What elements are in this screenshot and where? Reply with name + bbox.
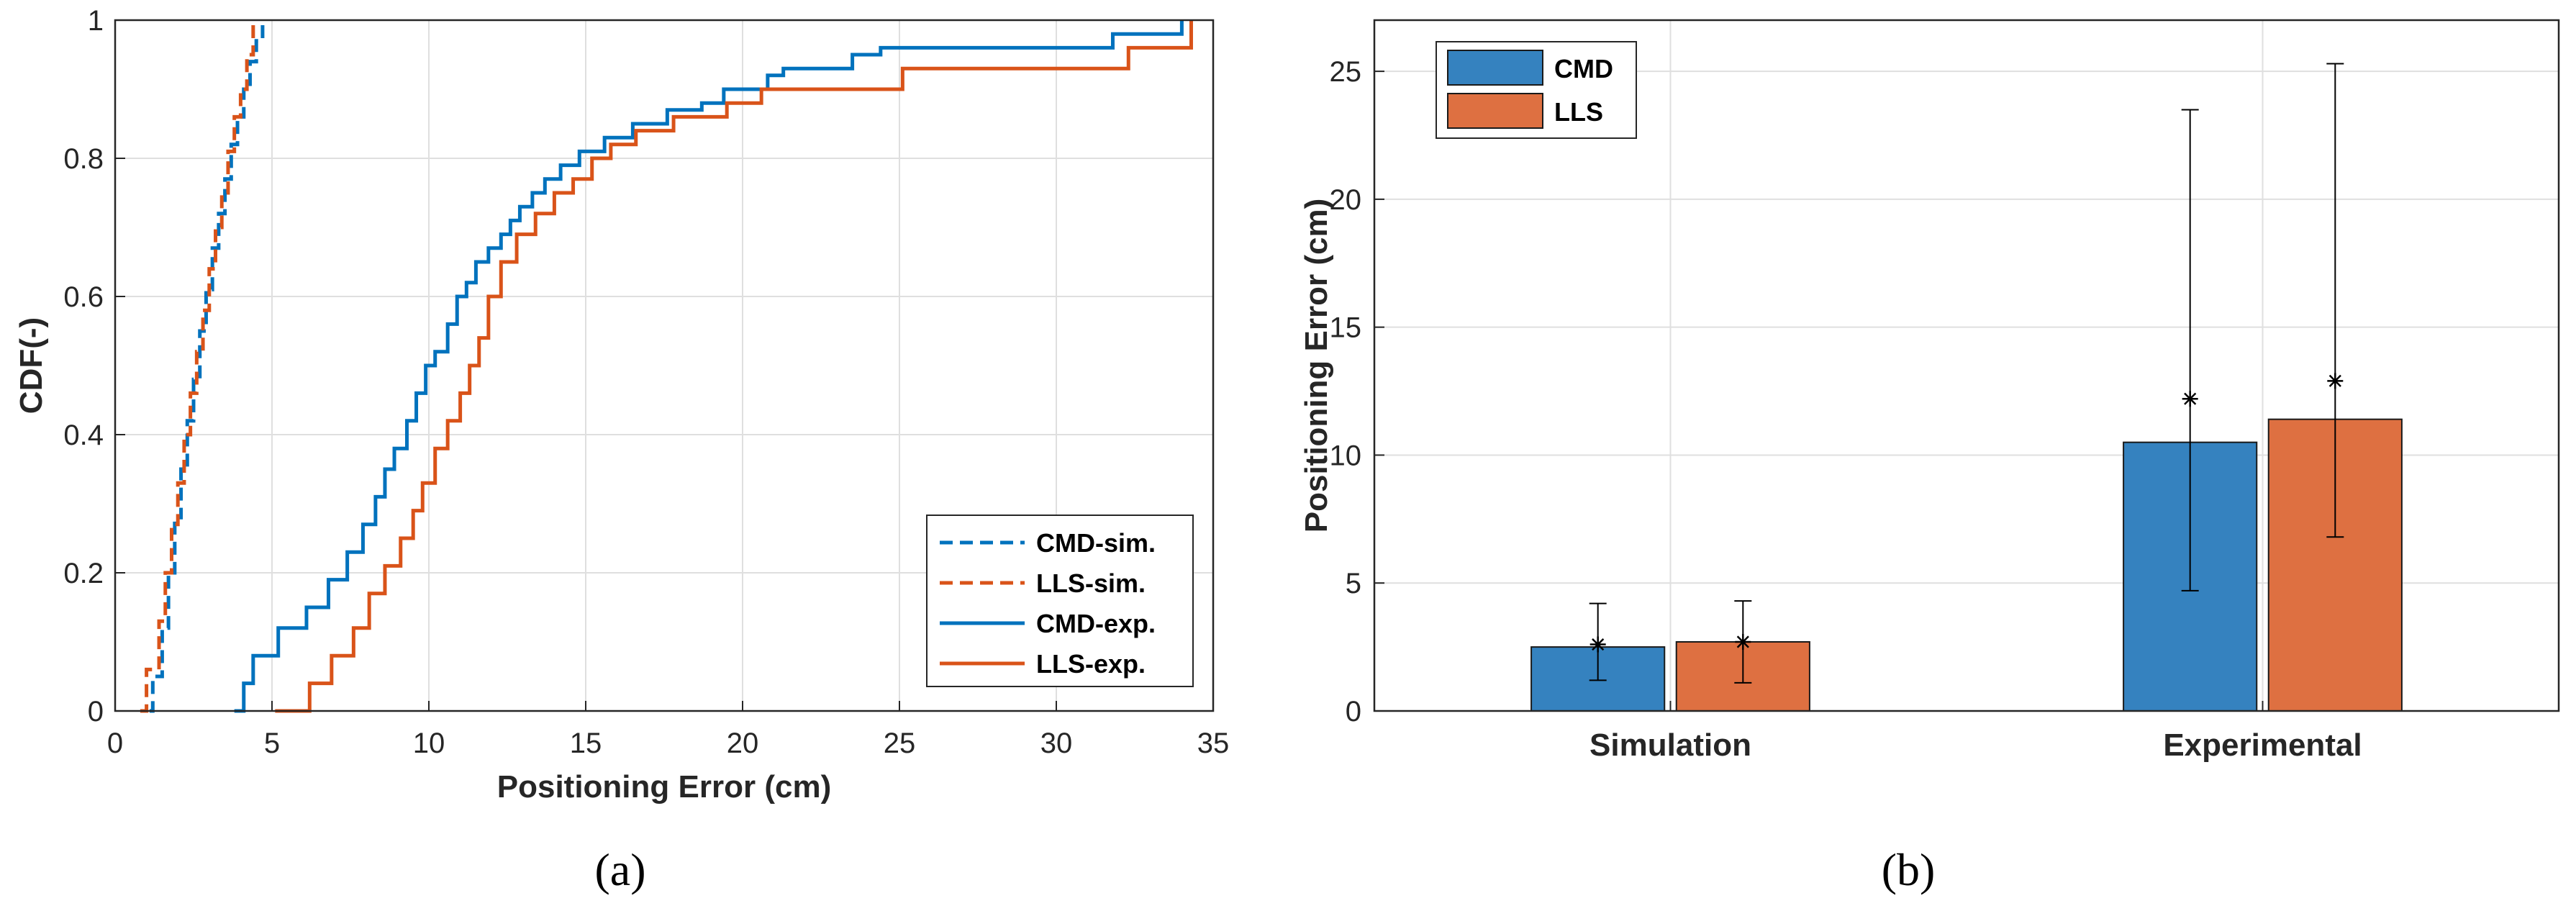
panel-b-label: (b) — [1882, 844, 1936, 895]
bar-y-tick-label: 20 — [1330, 184, 1362, 216]
bar-legend-swatch — [1447, 50, 1543, 86]
cdf-legend-label: CMD-exp. — [1036, 609, 1156, 638]
bar-y-tick-label: 15 — [1330, 312, 1362, 344]
cdf-y-tick-label: 0.6 — [63, 281, 104, 313]
bar-x-tick-label: Simulation — [1589, 728, 1751, 763]
cdf-x-tick-label: 30 — [1040, 728, 1073, 759]
bar-chart: 0 5 10 15 20 25 Simulation Experimental Positio… — [1299, 19, 2560, 763]
cdf-legend-label: CMD-sim. — [1036, 528, 1156, 558]
cdf-legend-label: LLS-exp. — [1036, 649, 1146, 679]
bar-legend-label: CMD — [1554, 54, 1613, 83]
cdf-series-lls-sim — [140, 20, 255, 713]
cdf-series-cmd-exp — [234, 20, 1184, 713]
cdf-x-tick-label: 10 — [413, 728, 445, 759]
cdf-x-tick-label: 20 — [727, 728, 759, 759]
cdf-y-tick-label: 0.2 — [63, 558, 104, 589]
bar-y-tick-label: 5 — [1346, 568, 1361, 599]
cdf-x-tick-label: 35 — [1197, 728, 1230, 759]
bar-y-tick-label: 0 — [1346, 696, 1361, 728]
bar-y-axis-label: Positioning Error (cm) — [1299, 199, 1334, 532]
bar-legend-swatch — [1447, 93, 1543, 129]
mean-marker-lls-experimental — [2327, 373, 2344, 389]
cdf-x-tick-label: 15 — [570, 728, 602, 759]
cdf-x-tick-label: 5 — [264, 728, 280, 759]
cdf-axes-box — [114, 19, 1215, 712]
cdf-legend-label: LLS-sim. — [1036, 568, 1146, 598]
bar-legend-label: LLS — [1554, 97, 1603, 127]
cdf-y-tick-label: 0.4 — [63, 420, 104, 451]
bar-x-tick-label: Experimental — [2163, 728, 2362, 763]
cdf-y-tick-label: 0 — [88, 696, 104, 728]
cdf-series-lls-exp — [275, 20, 1193, 713]
cdf-chart: 0 5 10 15 20 25 30 35 0 0.2 0.4 0.6 0.8 1 Positioning… — [14, 5, 1229, 805]
cdf-legend: CMD-sim. LLS-sim. CMD-exp. LLS-exp. — [926, 515, 1194, 687]
bar-y-tick-label: 10 — [1330, 440, 1362, 471]
cdf-x-tick-label: 25 — [884, 728, 916, 759]
mean-marker-lls-simulation — [1735, 634, 1751, 650]
cdf-y-tick-label: 0.8 — [63, 143, 104, 175]
cdf-x-tick-label: 0 — [107, 728, 123, 759]
bar-legend: CMD LLS — [1436, 41, 1637, 139]
bar-y-tick-label: 25 — [1330, 56, 1362, 88]
cdf-y-axis-label: CDF(-) — [14, 317, 49, 414]
cdf-x-axis-label: Positioning Error (cm) — [497, 769, 831, 805]
cdf-series-cmd-sim — [149, 20, 265, 713]
bar-axes-box — [1373, 19, 2560, 712]
mean-marker-cmd-experimental — [2182, 391, 2198, 407]
cdf-y-tick-label: 1 — [88, 5, 104, 37]
panel-a-label: (a) — [594, 844, 645, 895]
mean-marker-cmd-simulation — [1589, 636, 1606, 653]
